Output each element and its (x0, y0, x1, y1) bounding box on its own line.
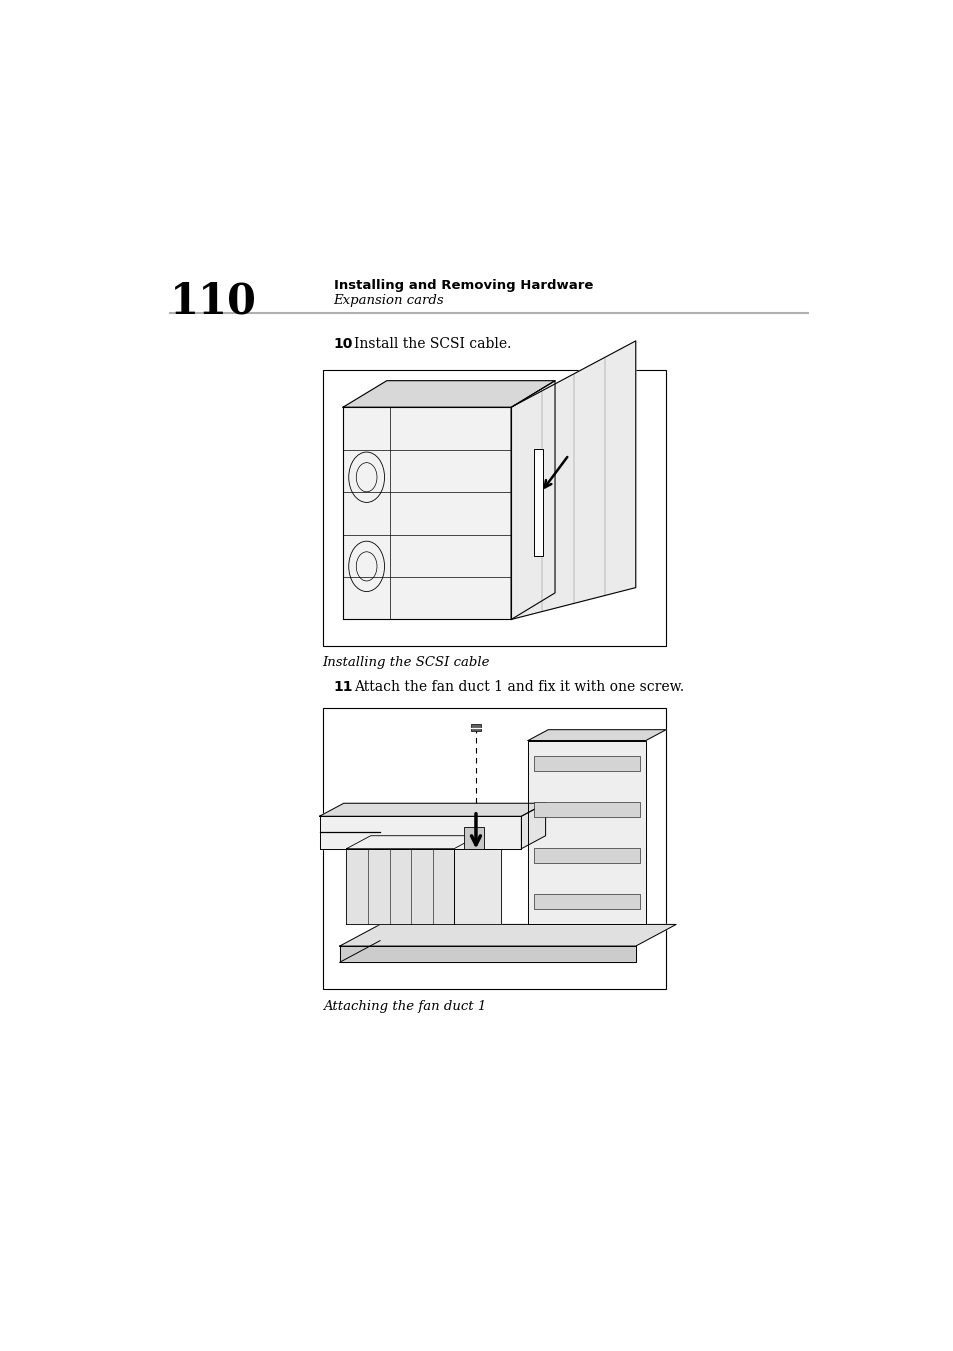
Polygon shape (343, 407, 511, 619)
Text: Install the SCSI cable.: Install the SCSI cable. (354, 336, 511, 351)
Bar (534, 450, 542, 555)
Bar (322, 708, 665, 989)
Polygon shape (528, 740, 645, 924)
Polygon shape (454, 848, 500, 924)
Text: Installing and Removing Hardware: Installing and Removing Hardware (334, 278, 593, 292)
Polygon shape (343, 381, 555, 407)
Text: 11: 11 (334, 680, 353, 694)
Polygon shape (511, 381, 555, 619)
Text: Installing the SCSI cable: Installing the SCSI cable (322, 657, 490, 669)
Bar (534, 894, 639, 909)
Polygon shape (319, 816, 521, 848)
Text: Expansion cards: Expansion cards (334, 295, 444, 307)
Polygon shape (346, 836, 477, 848)
Bar (470, 724, 481, 731)
Bar (534, 757, 639, 771)
Text: Attach the fan duct 1 and fix it with one screw.: Attach the fan duct 1 and fix it with on… (354, 680, 683, 694)
Text: 110: 110 (170, 281, 256, 323)
Bar (464, 827, 484, 848)
Polygon shape (339, 924, 676, 946)
Bar (534, 848, 639, 863)
Text: 10: 10 (334, 336, 353, 351)
Polygon shape (528, 730, 665, 740)
Polygon shape (521, 804, 545, 848)
Bar (322, 370, 665, 646)
Polygon shape (346, 848, 454, 924)
Polygon shape (319, 804, 545, 816)
Polygon shape (511, 340, 635, 619)
Text: Attaching the fan duct 1: Attaching the fan duct 1 (322, 1000, 485, 1012)
Polygon shape (339, 946, 635, 962)
Bar (534, 802, 639, 817)
